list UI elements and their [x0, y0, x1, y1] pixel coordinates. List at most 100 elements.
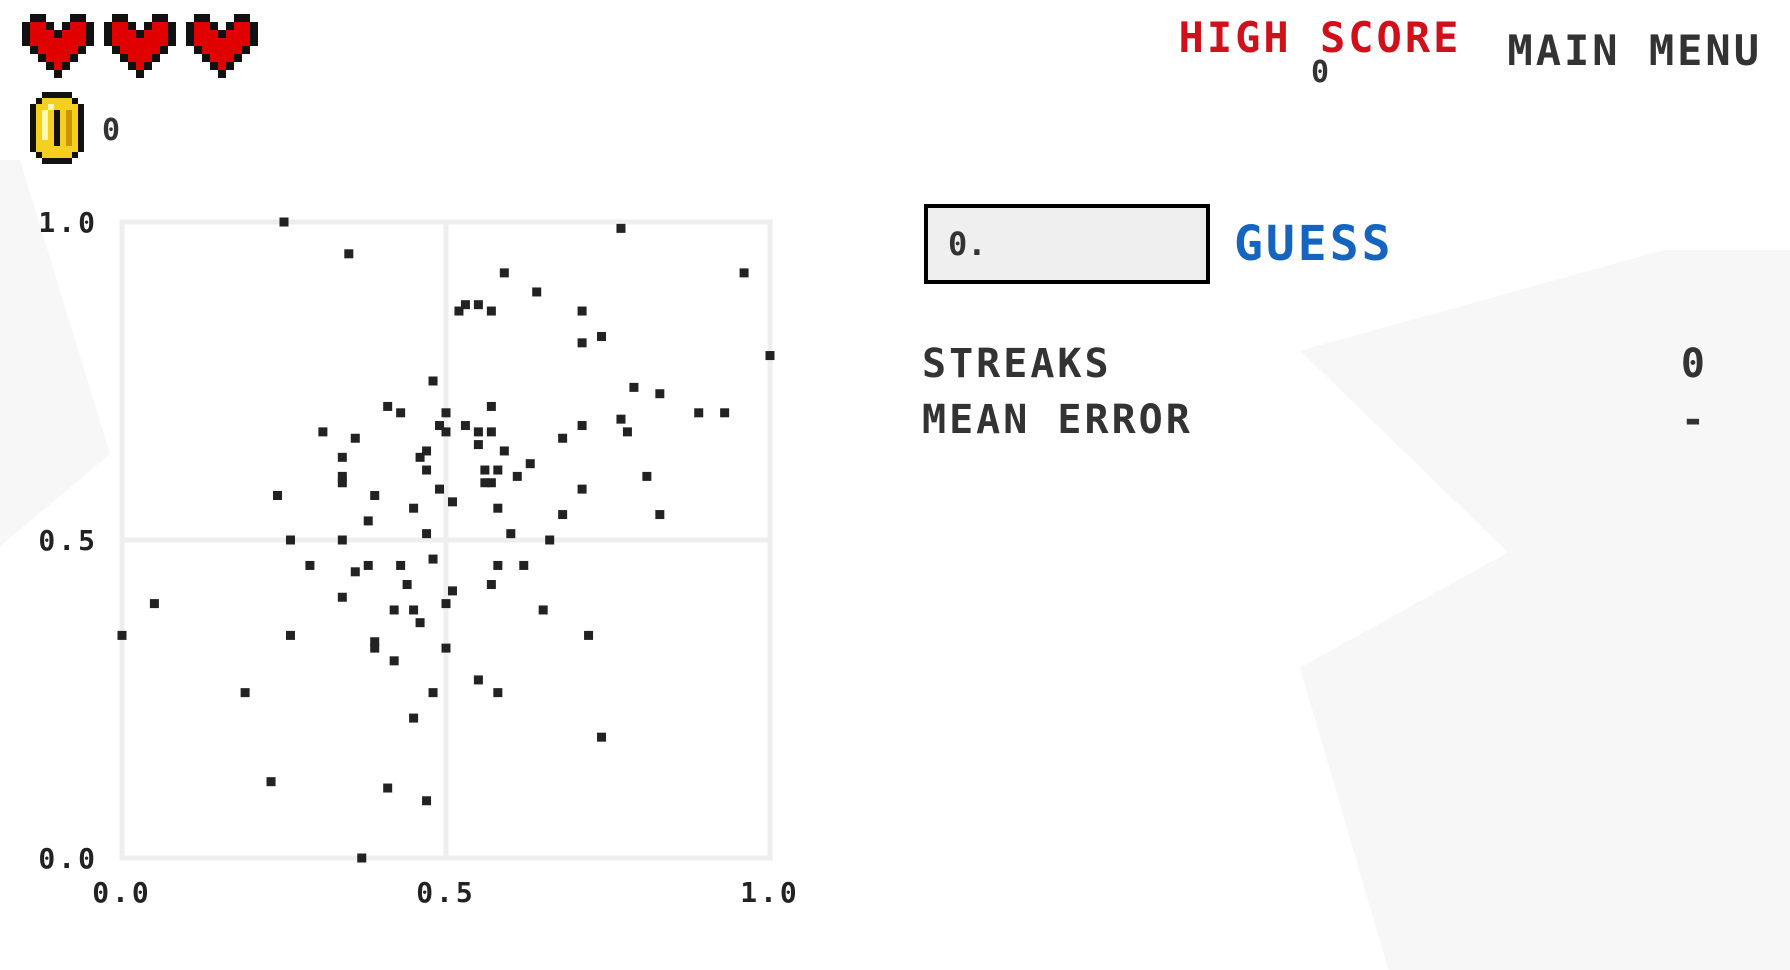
scatter-point [409, 605, 419, 615]
high-score-label: HIGH SCORE [1178, 13, 1462, 62]
scatter-point [486, 401, 496, 411]
scatter-point [499, 446, 509, 456]
scatter-point [532, 287, 542, 297]
scatter-point [616, 414, 626, 424]
scatter-point [422, 796, 432, 806]
scatter-point [350, 567, 360, 577]
mean-error-value: - [1680, 397, 1708, 443]
scatter-point [337, 452, 347, 462]
scatter-point [350, 433, 360, 443]
scatter-point [318, 427, 328, 437]
coin-icon [30, 92, 84, 168]
scatter-point [383, 783, 393, 793]
scatter-point [370, 637, 380, 647]
scatter-point [694, 408, 704, 418]
scatter-point [655, 510, 665, 520]
scatter-point [454, 306, 464, 316]
main-menu-button[interactable]: MAIN MENU [1507, 14, 1762, 88]
heart-icon [186, 14, 258, 78]
scatter-point [720, 408, 730, 418]
scatter-point [577, 338, 587, 348]
mean-error-label: MEAN ERROR [922, 397, 1193, 443]
y-tick-label: 0.5 [38, 524, 98, 557]
scatter-point [486, 478, 496, 488]
scatter-point [473, 427, 483, 437]
scatter-point [519, 560, 529, 570]
guess-row: GUESS [924, 204, 1394, 284]
scatter-point [279, 217, 289, 227]
scatter-point [285, 535, 295, 545]
scatter-point [396, 560, 406, 570]
scatter-point [415, 618, 425, 628]
scatter-point [642, 471, 652, 481]
scatter-point [409, 713, 419, 723]
scatter-point [415, 452, 425, 462]
stats-panel: STREAKS 0 MEAN ERROR - [922, 336, 1712, 448]
guess-button[interactable]: GUESS [1234, 216, 1394, 272]
scatter-point [493, 465, 503, 475]
scatter-point [577, 484, 587, 494]
scatter-point [493, 503, 503, 513]
scatter-point [149, 599, 159, 609]
heart-icon [104, 14, 176, 78]
streaks-value: 0 [1680, 341, 1708, 387]
scatter-point [493, 688, 503, 698]
x-tick-label: 1.0 [740, 876, 800, 909]
scatter-point [577, 306, 587, 316]
scatter-point [629, 382, 639, 392]
scatter-point [447, 497, 457, 507]
lives-hearts [22, 14, 258, 78]
scatter-point [344, 249, 354, 259]
scatter-point [337, 535, 347, 545]
scatter-point [512, 471, 522, 481]
scatter-point [473, 300, 483, 310]
scatter-point [428, 688, 438, 698]
scatter-point [616, 223, 626, 233]
scatter-point [402, 580, 412, 590]
scatter-point [473, 675, 483, 685]
scatter-point [577, 421, 587, 431]
scatter-point [597, 331, 607, 341]
coin-count: 0 [102, 112, 123, 148]
scatter-point [538, 605, 548, 615]
scatter-point [370, 643, 380, 653]
guess-input[interactable] [924, 204, 1210, 284]
streaks-label: STREAKS [922, 341, 1112, 387]
scatter-point [597, 732, 607, 742]
y-tick-label: 1.0 [38, 206, 98, 239]
scatter-point [506, 529, 516, 539]
header-right: HIGH SCORE 0 MAIN MENU [1179, 14, 1762, 88]
scatter-point [480, 478, 490, 488]
x-tick-label: 0.5 [416, 876, 476, 909]
scatter-point [337, 471, 347, 481]
scatter-point [117, 630, 127, 640]
scatter-point [584, 630, 594, 640]
scatter-point [422, 446, 432, 456]
scatter-point [493, 560, 503, 570]
high-score-value: 0 [1310, 55, 1330, 90]
scatter-point [486, 427, 496, 437]
scatter-point [389, 656, 399, 666]
scatter-point [435, 484, 445, 494]
scatter-point [480, 465, 490, 475]
scatter-point [396, 408, 406, 418]
scatter-point [422, 465, 432, 475]
scatter-point [422, 529, 432, 539]
scatter-point [337, 592, 347, 602]
scatter-point [409, 503, 419, 513]
scatter-point [363, 560, 373, 570]
scatter-point [266, 777, 276, 787]
scatter-point [389, 605, 399, 615]
scatter-point [370, 490, 380, 500]
scatter-point [499, 268, 509, 278]
scatter-point [285, 630, 295, 640]
scatter-point [460, 300, 470, 310]
heart-icon [22, 14, 94, 78]
scatter-point [441, 427, 451, 437]
scatter-chart: 0.0 0.5 1.0 0.0 0.5 1.0 [38, 206, 800, 909]
high-score: HIGH SCORE 0 [1179, 14, 1462, 88]
scatter-point [441, 408, 451, 418]
scatter-point [357, 853, 367, 863]
scatter-point [558, 433, 568, 443]
scatter-point [545, 535, 555, 545]
